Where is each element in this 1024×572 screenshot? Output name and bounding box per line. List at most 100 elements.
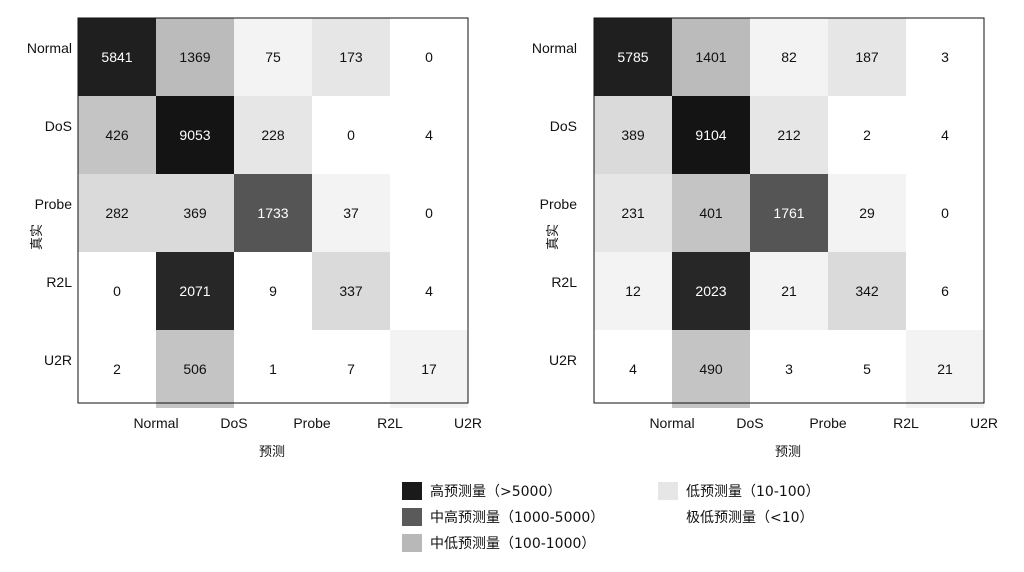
- col-tick-label: R2L: [377, 415, 403, 431]
- col-tick-label: U2R: [970, 415, 998, 431]
- heatmap-cell: [906, 330, 984, 408]
- heatmap-cell: [78, 330, 156, 408]
- legend-swatch-mid-low: [402, 534, 422, 552]
- heatmap-cell: [828, 96, 906, 174]
- heatmap-cell: [234, 330, 312, 408]
- heatmap-cell: [312, 174, 390, 252]
- cell-value: 0: [113, 283, 121, 299]
- col-tick-label: U2R: [454, 415, 482, 431]
- heatmap-cell: [312, 252, 390, 330]
- heatmap-cell: [672, 96, 750, 174]
- row-tick-label: R2L: [46, 274, 72, 290]
- heatmap-cell: [234, 252, 312, 330]
- heatmap-cell: [390, 330, 468, 408]
- cell-value: 4: [941, 127, 949, 143]
- cell-value: 173: [339, 49, 363, 65]
- heatmap-cell: [156, 18, 234, 96]
- heatmap-cell: [78, 96, 156, 174]
- legend-label-very-low: 极低预测量（<10）: [686, 510, 814, 526]
- legend-swatch-mid-high: [402, 508, 422, 526]
- cell-value: 426: [105, 127, 129, 143]
- heatmap-cell: [906, 252, 984, 330]
- cell-value: 0: [347, 127, 355, 143]
- heatmap-cell: [594, 252, 672, 330]
- col-tick-label: Probe: [293, 415, 331, 431]
- cell-value: 337: [339, 283, 363, 299]
- row-tick-label: Probe: [35, 196, 73, 212]
- cell-value: 5841: [101, 49, 132, 65]
- cell-value: 212: [777, 127, 801, 143]
- heatmap-cell: [78, 174, 156, 252]
- col-tick-label: R2L: [893, 415, 919, 431]
- heatmap-cell: [390, 252, 468, 330]
- col-tick-label: Normal: [649, 415, 694, 431]
- heatmap-cell: [672, 330, 750, 408]
- cell-value: 0: [425, 205, 433, 221]
- legend-item-high: 高预测量（>5000）: [402, 480, 561, 502]
- legend-item-mid-high: 中高预测量（1000-5000）: [402, 506, 604, 528]
- cell-value: 401: [699, 205, 723, 221]
- legend: 高预测量（>5000） 中高预测量（1000-5000） 中低预测量（100-1…: [402, 480, 872, 560]
- legend-label-mid-high: 中高预测量（1000-5000）: [430, 510, 605, 526]
- row-tick-label: U2R: [44, 352, 72, 368]
- x-axis-label: 预测: [775, 445, 801, 460]
- heatmap-cell: [672, 18, 750, 96]
- cell-value: 0: [941, 205, 949, 221]
- cell-value: 75: [265, 49, 281, 65]
- row-tick-label: U2R: [549, 352, 577, 368]
- heatmap-cell: [390, 174, 468, 252]
- heatmap-cell: [312, 96, 390, 174]
- cell-value: 21: [937, 361, 953, 377]
- col-tick-label: DoS: [220, 415, 247, 431]
- cell-value: 2: [863, 127, 871, 143]
- heatmap-cell: [672, 174, 750, 252]
- cell-value: 12: [625, 283, 641, 299]
- heatmap-cell: [906, 18, 984, 96]
- row-tick-label: Normal: [532, 40, 577, 56]
- cell-value: 2071: [179, 283, 210, 299]
- y-axis-label: 真实: [30, 224, 45, 250]
- heatmap-cell: [234, 96, 312, 174]
- heatmap-cell: [750, 252, 828, 330]
- heatmap-cell: [750, 330, 828, 408]
- legend-label-mid-low: 中低预测量（100-1000）: [430, 536, 596, 552]
- col-tick-label: Normal: [133, 415, 178, 431]
- cell-value: 1369: [179, 49, 210, 65]
- heatmap-cell: [828, 18, 906, 96]
- heatmap-cell: [828, 252, 906, 330]
- cell-value: 5: [863, 361, 871, 377]
- cell-value: 37: [343, 205, 359, 221]
- heatmap-cell: [594, 96, 672, 174]
- cell-value: 4: [425, 283, 433, 299]
- col-tick-label: Probe: [809, 415, 847, 431]
- cell-value: 1733: [257, 205, 288, 221]
- heatmap-cell: [828, 174, 906, 252]
- heatmap-cell: [312, 330, 390, 408]
- heatmap-cell: [594, 330, 672, 408]
- cell-value: 1761: [773, 205, 804, 221]
- cell-value: 17: [421, 361, 437, 377]
- row-tick-label: Probe: [540, 196, 578, 212]
- heatmap-cell: [672, 252, 750, 330]
- y-axis-label: 真实: [546, 224, 561, 250]
- heatmap-cell: [156, 174, 234, 252]
- heatmap-cell: [828, 330, 906, 408]
- col-tick-label: DoS: [736, 415, 763, 431]
- cell-value: 342: [855, 283, 879, 299]
- cell-value: 3: [941, 49, 949, 65]
- heatmap-cell: [594, 174, 672, 252]
- legend-item-very-low: 极低预测量（<10）: [658, 506, 814, 528]
- cell-value: 21: [781, 283, 797, 299]
- cell-value: 0: [425, 49, 433, 65]
- row-tick-label: Normal: [27, 40, 72, 56]
- heatmap-cell: [78, 252, 156, 330]
- heatmap-cell: [906, 96, 984, 174]
- legend-item-mid-low: 中低预测量（100-1000）: [402, 532, 595, 554]
- cell-value: 282: [105, 205, 129, 221]
- heatmap-cell: [750, 96, 828, 174]
- heatmap-cell: [78, 18, 156, 96]
- cell-value: 4: [425, 127, 433, 143]
- heatmap-cell: [906, 174, 984, 252]
- heatmap-cell: [156, 252, 234, 330]
